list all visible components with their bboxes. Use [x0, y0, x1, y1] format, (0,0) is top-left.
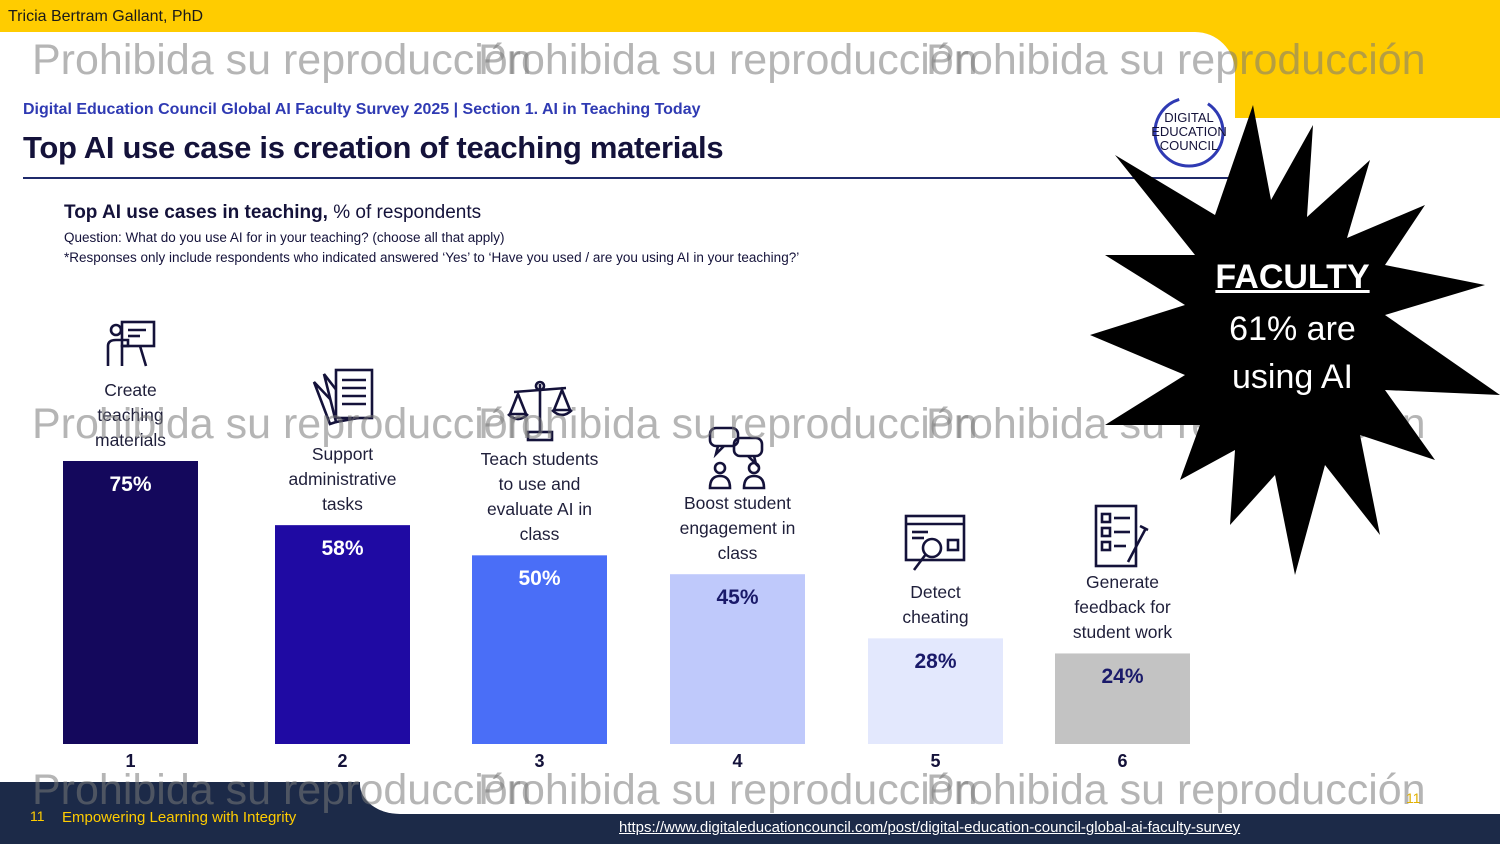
category-label-line: teaching [97, 405, 164, 425]
category-label-line: evaluate AI in [486, 499, 593, 520]
category-label: Create teaching materials [43, 378, 218, 453]
category-label: Support administrative tasks [255, 442, 430, 517]
starburst-shape [1090, 105, 1500, 575]
author-name: Tricia Bertram Gallant, PhD [8, 8, 204, 25]
bar-value-label: 45% [716, 586, 759, 610]
page-number: 11 [30, 808, 45, 824]
starburst-callout [1090, 105, 1500, 575]
category-label-line: class [519, 524, 560, 545]
bar-value-label: 58% [321, 537, 364, 561]
footer-tagline: Empowering Learning with Integrity [62, 809, 297, 826]
logo-line-1: DIGITAL [1164, 110, 1214, 125]
watermark-text: Prohibida su reproducción [32, 400, 532, 448]
x-tick-label: 5 [930, 751, 941, 771]
category-label-line: administrative [288, 469, 397, 490]
bar-5 [868, 638, 1003, 744]
category-label-line: Teach students [480, 449, 599, 470]
watermark-text: Prohibida su reproducción [32, 766, 532, 814]
category-label-line: feedback for [1074, 597, 1171, 618]
category-label-line: Generate [1086, 572, 1159, 593]
chart-title-bold: Top AI use cases in teaching, [64, 202, 328, 223]
watermark-text: Prohibida su reproducción [478, 766, 978, 814]
x-tick-label: 3 [534, 751, 545, 771]
section-subtitle: Digital Education Council Global AI Facu… [23, 101, 701, 118]
footer-curve [360, 782, 1500, 814]
title-divider [23, 177, 1229, 179]
category-label-line: class [717, 543, 758, 564]
detect-cheating-icon [904, 514, 966, 571]
bar-6 [1055, 653, 1190, 744]
watermark-text: Prohibida su reproducción [926, 36, 1426, 84]
source-link[interactable]: https://www.digitaleducationcouncil.com/… [619, 819, 1241, 836]
category-label-line: to use and [498, 474, 581, 495]
watermark-text: Prohibida su reproducción [32, 36, 532, 84]
logo-line-3: COUNCIL [1160, 138, 1219, 153]
chart-title-rest: % of respondents [327, 202, 482, 223]
category-label: Teach students to use and evaluate AI in cl… [452, 447, 627, 547]
slide-number: 11 [1406, 790, 1421, 806]
callout-line-1: 61% are [1229, 310, 1356, 348]
documents-icon [312, 368, 374, 426]
checklist-icon [1094, 504, 1149, 568]
bar-2 [275, 525, 410, 744]
category-label: Detect cheating [848, 580, 1023, 630]
x-tick-label: 6 [1117, 751, 1128, 771]
bar-4 [670, 574, 805, 744]
category-label: Boost student engagement in class [650, 491, 825, 566]
category-label-line: Boost student [683, 493, 792, 514]
x-tick-label: 2 [337, 751, 348, 771]
presentation-icon [106, 320, 156, 367]
category-label-line: Detect [910, 582, 961, 603]
chart-title: Top AI use cases in teaching, % of respo… [64, 202, 481, 224]
category-label-line: Support [311, 444, 374, 465]
discussion-icon [708, 426, 766, 490]
bar-value-label: 24% [1101, 665, 1144, 689]
scales-icon [507, 380, 573, 442]
category-label-line: student work [1072, 622, 1173, 643]
watermark-text: Prohibida su reproducción [926, 766, 1426, 814]
bar-1 [63, 461, 198, 744]
logo-line-2: EDUCATION [1151, 124, 1227, 139]
bar-value-label: 75% [109, 473, 152, 496]
survey-note: *Responses only include respondents who … [64, 250, 800, 265]
bar-value-label: 28% [914, 650, 957, 674]
category-label-line: Create [104, 380, 157, 400]
x-tick-label: 1 [125, 751, 136, 771]
callout-line-2: using AI [1232, 358, 1353, 396]
x-tick-label: 4 [732, 751, 743, 771]
callout-title: FACULTY [1215, 258, 1370, 296]
category-label-line: materials [95, 430, 166, 450]
survey-question: Question: What do you use AI for in your… [64, 230, 505, 245]
watermark-text: Prohibida su reproducción [478, 36, 978, 84]
bar-3 [472, 555, 607, 744]
category-label-line: engagement in [679, 518, 796, 539]
category-label-line: cheating [902, 607, 969, 628]
category-label: Generate feedback for student work [1035, 570, 1210, 645]
category-label-line: tasks [322, 494, 363, 515]
bar-value-label: 50% [518, 567, 561, 591]
watermark-text: Prohibida su reproducción [478, 400, 978, 448]
digital-education-council-logo: DIGITAL EDUCATION COUNCIL [1148, 96, 1230, 168]
slide-card [0, 32, 1235, 782]
page-title: Top AI use case is creation of teaching … [23, 130, 724, 165]
